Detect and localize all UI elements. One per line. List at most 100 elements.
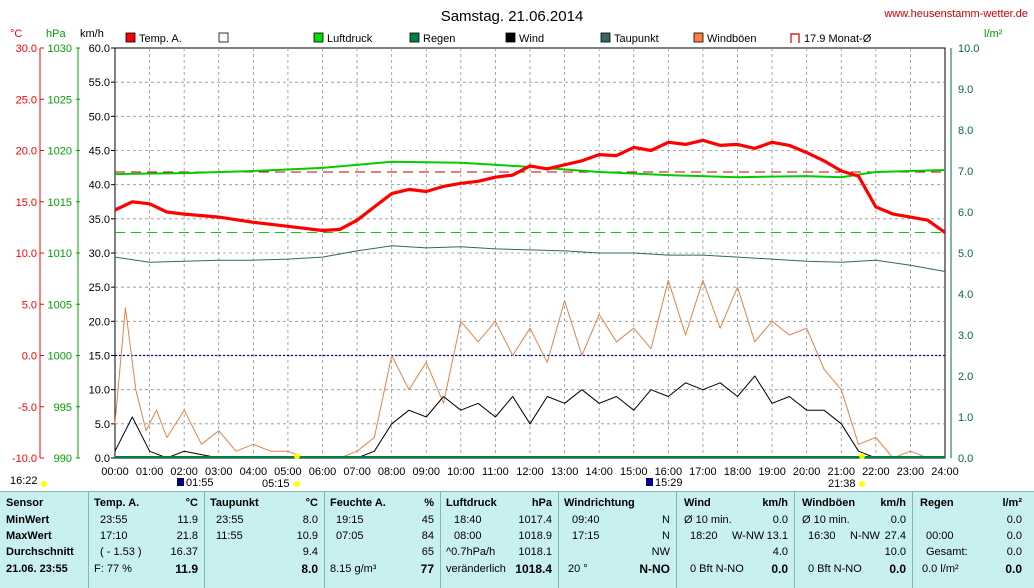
legend-label: Taupunkt bbox=[614, 33, 659, 45]
sun-icon bbox=[859, 481, 865, 487]
dew-max-value: 10.9 bbox=[296, 530, 318, 542]
gust-column: Windböen km/h Ø 10 min. 0.0 16:30 N-NW 27.4 … bbox=[794, 492, 913, 588]
time-markers: 16:22 01:55 05:15 15:29 21:38 bbox=[10, 453, 865, 490]
dew-min-value: 8.0 bbox=[302, 514, 318, 526]
x-tick-label: 16:00 bbox=[655, 466, 683, 478]
x-tick-label: 03:00 bbox=[205, 466, 233, 478]
press-unit: hPa bbox=[531, 497, 552, 509]
temp-tick-label: 15.0 bbox=[16, 197, 37, 209]
wdir-min-value: N bbox=[662, 514, 670, 526]
gust-bft: 0 Bft N-NO bbox=[808, 563, 862, 575]
temp-min-time: 23:55 bbox=[100, 514, 128, 526]
temp-tick-label: 25.0 bbox=[16, 94, 37, 106]
x-tick-label: 17:00 bbox=[689, 466, 717, 478]
hum-header: Feuchte A. bbox=[330, 497, 386, 509]
sun-icon bbox=[294, 453, 300, 459]
pressure-tick-label: 990 bbox=[54, 453, 72, 465]
moon-icon bbox=[177, 478, 184, 486]
hum-min-value: 45 bbox=[421, 514, 434, 526]
legend-label: Regen bbox=[423, 33, 455, 45]
temp-tick-label: 5.0 bbox=[22, 299, 37, 311]
x-tick-label: 14:00 bbox=[585, 466, 613, 478]
pressure-tick-label: 1000 bbox=[48, 351, 72, 363]
legend-swatch bbox=[505, 32, 516, 43]
temp-current: 11.9 bbox=[175, 562, 198, 576]
wind-tick-label: 40.0 bbox=[89, 180, 110, 192]
press-min-value: 1017.4 bbox=[518, 514, 552, 526]
wind-tick-label: 0.0 bbox=[95, 453, 110, 465]
temp-tick-label: 0.0 bbox=[22, 351, 37, 363]
x-tick-label: 24:00 bbox=[931, 466, 959, 478]
press-max-time: 08:00 bbox=[454, 530, 482, 542]
x-tick-label: 18:00 bbox=[724, 466, 752, 478]
pressure-tick-label: 995 bbox=[54, 402, 72, 414]
rain-total-label: Gesamt: bbox=[926, 546, 968, 558]
wind-tick-label: 45.0 bbox=[89, 146, 110, 158]
series-windb-en bbox=[114, 279, 945, 459]
x-tick-label: 19:00 bbox=[758, 466, 786, 478]
wind-avg-value: 4.0 bbox=[772, 546, 788, 558]
temp-max-time: 17:10 bbox=[100, 530, 128, 542]
wind-tick-label: 10.0 bbox=[89, 385, 110, 397]
rain-row2-value: 0.0 bbox=[1006, 530, 1022, 542]
rain-tick-label: 8.0 bbox=[958, 125, 973, 137]
legend-swatch bbox=[790, 33, 800, 43]
wind-tick-label: 15.0 bbox=[89, 351, 110, 363]
wind-tick-label: 60.0 bbox=[89, 43, 110, 55]
wind-avg10-label: Ø 10 min. bbox=[684, 514, 732, 526]
sensor-header: Sensor bbox=[6, 497, 44, 509]
marker-sunrise: 05:15 bbox=[262, 478, 290, 490]
wind-current: 0.0 bbox=[771, 562, 788, 576]
wind-tick-label: 30.0 bbox=[89, 248, 110, 260]
rain-tick-label: 1.0 bbox=[958, 412, 973, 424]
wdir-min-time: 09:40 bbox=[572, 514, 600, 526]
durchschnitt-label: Durchschnitt bbox=[6, 546, 74, 558]
gust-current: 0.0 bbox=[889, 562, 906, 576]
series-luftdruck bbox=[114, 160, 946, 179]
rain-tick-label: 2.0 bbox=[958, 371, 973, 383]
weather-chart: Samstag. 21.06.2014 www.heusenstamm-wett… bbox=[10, 8, 1028, 490]
press-header: Luftdruck bbox=[446, 497, 497, 509]
maxwert-label: MaxWert bbox=[6, 530, 52, 542]
gust-unit: km/h bbox=[880, 497, 906, 509]
rain-tick-label: 9.0 bbox=[958, 84, 973, 96]
rain-tick-label: 6.0 bbox=[958, 207, 973, 219]
chart-title: Samstag. 21.06.2014 bbox=[441, 8, 584, 25]
gust-header: Windböen bbox=[802, 497, 856, 509]
gust-max-value: 27.4 bbox=[884, 530, 906, 542]
temp-tick-label: -10.0 bbox=[12, 453, 37, 465]
pressure-tick-label: 1010 bbox=[48, 248, 72, 260]
press-min-time: 18:40 bbox=[454, 514, 482, 526]
legend-swatch bbox=[125, 32, 136, 43]
wdir-current: N-NO bbox=[639, 562, 670, 576]
x-tick-label: 10:00 bbox=[447, 466, 475, 478]
statistics-panel: Sensor MinWert MaxWert Durchschnitt 21.0… bbox=[0, 491, 1034, 588]
x-tick-label: 08:00 bbox=[378, 466, 406, 478]
current-datetime: 21.06. 23:55 bbox=[6, 563, 68, 575]
x-tick-label: 02:00 bbox=[170, 466, 198, 478]
rain-tick-label: 5.0 bbox=[958, 248, 973, 260]
rain-current: 0.0 bbox=[1005, 562, 1022, 576]
rain-total-value: 0.0 bbox=[1006, 546, 1022, 558]
pressure-tick-label: 1015 bbox=[48, 197, 72, 209]
series-taupunkt bbox=[114, 245, 946, 272]
dew-max-time: 11:55 bbox=[216, 530, 243, 542]
legend-label: 17.9 Monat-Ø bbox=[804, 33, 872, 45]
humidity-column: Feuchte A.% 19:15 45 07:05 84 65 8.15 g/m³… bbox=[324, 492, 441, 588]
x-tick-label: 12:00 bbox=[516, 466, 544, 478]
dew-avg-value: 9.4 bbox=[302, 546, 318, 558]
wdir-degrees: 20 ° bbox=[568, 563, 588, 575]
gust-max-dir: N-NW bbox=[850, 530, 880, 542]
sun-icon bbox=[859, 453, 865, 459]
legend-label: Temp. A. bbox=[139, 33, 182, 45]
wdir-max-time: 17:15 bbox=[572, 530, 600, 542]
rain-tick-label: 0.0 bbox=[958, 453, 973, 465]
unit-rain: l/m² bbox=[984, 28, 1003, 40]
series-layer bbox=[114, 138, 946, 459]
winddir-column: Windrichtung 09:40 N 17:15 N NW 20 ° N-NO bbox=[558, 492, 677, 588]
wind-bft: 0 Bft N-NO bbox=[690, 563, 744, 575]
hum-min-time: 19:15 bbox=[336, 514, 364, 526]
x-tick-label: 22:00 bbox=[862, 466, 890, 478]
x-tick-label: 23:00 bbox=[897, 466, 925, 478]
legend-swatch bbox=[218, 32, 229, 43]
